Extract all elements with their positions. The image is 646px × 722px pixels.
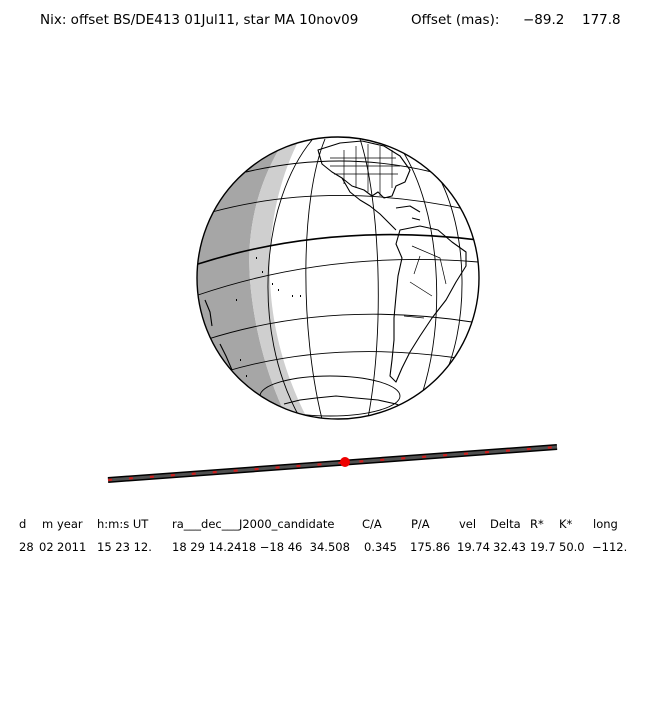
value-delta: 32.43 — [493, 540, 526, 554]
offset-y-value: 177.8 — [582, 12, 621, 28]
plot-title: Nix: offset BS/DE413 01Jul11, star MA 10… — [40, 12, 359, 28]
state-boundaries — [330, 144, 400, 196]
offset-x-value: −89.2 — [523, 12, 565, 28]
south-america-outline — [389, 225, 467, 383]
offset-label: Offset (mas): — [411, 12, 500, 28]
meridian-line — [359, 138, 379, 419]
value-ca: 0.345 — [364, 540, 397, 554]
col-header-delta: Delta — [490, 517, 521, 531]
track-center — [107, 445, 558, 482]
north-america-outline — [317, 140, 411, 199]
antarctica-outline — [283, 395, 411, 411]
value-kstar: 50.0 — [559, 540, 585, 554]
table-header-row: d m year h:m:s UT ra___dec___J2000_candi… — [0, 517, 646, 533]
western-limb-fragments — [204, 299, 233, 371]
plot-title-bar: Nix: offset BS/DE413 01Jul11, star MA 10… — [0, 12, 646, 32]
value-time: 15 23 12. — [97, 540, 152, 554]
value-month: 02 — [39, 540, 54, 554]
meridian-line — [435, 171, 463, 386]
central-america-outline — [341, 177, 397, 231]
parallel-line — [245, 160, 433, 173]
equator-line — [197, 233, 479, 265]
globe — [196, 136, 480, 420]
caribbean-islands — [395, 205, 421, 221]
value-radec: 18 29 14.2418 −18 46 34.508 — [172, 540, 350, 554]
col-header-month: m — [42, 517, 54, 531]
occultation-map — [107, 136, 558, 483]
parallel-line — [223, 351, 459, 373]
graticule — [197, 138, 479, 419]
value-pa: 175.86 — [410, 540, 451, 554]
value-day: 28 — [19, 540, 34, 554]
table-values-row: 28 02 2011 15 23 12. 18 29 14.2418 −18 4… — [0, 540, 646, 556]
pacific-islands — [236, 257, 301, 377]
col-header-pa: P/A — [411, 517, 430, 531]
country-boundaries — [403, 245, 447, 319]
meridian-line — [401, 149, 438, 401]
col-header-year: year — [57, 517, 83, 531]
col-header-time: h:m:s UT — [97, 517, 149, 531]
col-header-vel: vel — [459, 517, 477, 531]
current-position-marker — [340, 457, 350, 467]
col-header-rstar: R* — [530, 517, 544, 531]
value-long: −112. — [592, 540, 628, 554]
col-header-ca: C/A — [362, 517, 382, 531]
parallel-line — [204, 313, 473, 341]
occultation-track — [107, 444, 558, 483]
col-header-radec: ra___dec___J2000_candidate — [172, 517, 335, 531]
col-header-long: long — [593, 517, 618, 531]
globe-outline — [196, 136, 480, 420]
value-rstar: 19.7 — [530, 540, 556, 554]
col-header-kstar: K* — [559, 517, 573, 531]
value-vel: 19.74 — [457, 540, 490, 554]
parallel-line — [211, 195, 471, 213]
col-header-day: d — [19, 517, 27, 531]
twilight-region — [249, 138, 308, 419]
meridian-line — [267, 139, 313, 419]
continents — [204, 140, 467, 411]
value-year: 2011 — [57, 540, 87, 554]
